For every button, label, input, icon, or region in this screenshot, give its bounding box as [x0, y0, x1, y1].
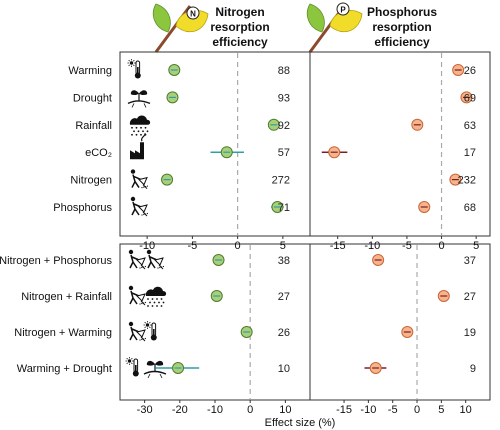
sample-count: 88: [278, 65, 290, 77]
row-label: eCO₂: [85, 147, 112, 159]
x-tick-label: 10: [279, 404, 291, 416]
fertilizer-spreader-icon: [128, 249, 146, 270]
sample-count: 26: [278, 327, 290, 339]
sample-count: 38: [278, 255, 290, 267]
twig-leaves-icon: [152, 3, 209, 53]
thermometer-sun-icon: [125, 357, 139, 377]
x-tick-label: -15: [330, 240, 346, 252]
row-label: Drought: [73, 92, 112, 104]
row-label: Nitrogen + Phosphorus: [0, 255, 112, 267]
sample-count: 27: [464, 291, 476, 303]
sample-count: 71: [278, 202, 290, 214]
x-tick-label: -10: [364, 240, 380, 252]
bottom-panel-frame: [119, 243, 491, 401]
sample-count: 27: [278, 291, 290, 303]
sample-count: 57: [278, 147, 290, 159]
sample-count: 19: [464, 327, 476, 339]
x-tick-label: -5: [187, 240, 197, 252]
plot-layer: -10 -5 0 5 Warming 88 Drought 93 Rainfall 92 eCO₂ 5…: [0, 53, 479, 416]
row-label: Warming + Drought: [17, 363, 112, 375]
row-label: Nitrogen + Warming: [14, 327, 112, 339]
x-tick-label: -10: [207, 404, 223, 416]
x-tick-label: 5: [280, 240, 286, 252]
sample-count: 9: [470, 363, 476, 375]
thermometer-sun-icon: [127, 59, 141, 79]
x-axis-label: Effect size (%): [265, 417, 336, 429]
x-tick-label: 0: [414, 404, 420, 416]
row-label: Phosphorus: [53, 202, 112, 214]
n-title-line-3: efficiency: [212, 35, 268, 49]
row-label: Nitrogen: [70, 175, 112, 187]
sample-count: 63: [464, 120, 476, 132]
row-label: Nitrogen + Rainfall: [21, 291, 112, 303]
fertilizer-spreader-icon: [146, 249, 164, 270]
sample-count: 92: [278, 120, 290, 132]
p-title-line-1: Phosphorus: [367, 5, 437, 19]
sample-count: 10: [278, 363, 290, 375]
x-tick-label: 0: [438, 240, 444, 252]
fertilizer-spreader-icon: [130, 169, 148, 189]
twig-leaves-icon: [306, 3, 363, 53]
sample-count: 17: [464, 147, 476, 159]
factory-icon: [130, 133, 146, 160]
dry-seedling-icon: [127, 90, 151, 108]
x-tick-label: 5: [473, 240, 479, 252]
sample-count: 93: [278, 92, 290, 104]
n-title-line-2: resorption: [210, 20, 269, 34]
x-tick-label: -20: [172, 404, 188, 416]
x-tick-label: 0: [247, 404, 253, 416]
sample-count: 69: [464, 92, 476, 104]
top-panel-frame: [119, 51, 491, 237]
x-tick-label: -10: [360, 404, 376, 416]
sample-count: 68: [464, 202, 476, 214]
sample-count: 232: [458, 175, 476, 187]
dry-seedling-icon: [143, 360, 167, 379]
p-header-illustration: P Phosphorus resorption efficiency: [306, 2, 437, 53]
p-title-line-2: resorption: [372, 20, 431, 34]
x-tick-label: -30: [137, 404, 153, 416]
thermometer-sun-icon: [143, 321, 157, 341]
x-tick-label: -5: [402, 240, 412, 252]
fertilizer-spreader-icon: [130, 196, 148, 217]
x-tick-label: 5: [438, 404, 444, 416]
x-tick-label: 10: [460, 404, 472, 416]
row-label: Warming: [68, 65, 112, 77]
n-title-line-1: Nitrogen: [215, 5, 264, 19]
p-title-line-3: efficiency: [374, 35, 430, 49]
row-label: Rainfall: [75, 120, 112, 132]
sample-count: 26: [464, 65, 476, 77]
sample-count: 37: [464, 255, 476, 267]
x-tick-label: 0: [235, 240, 241, 252]
rain-cloud-icon: [129, 115, 151, 136]
fertilizer-spreader-icon: [128, 321, 146, 342]
n-badge-label: N: [190, 10, 196, 19]
p-badge-label: P: [340, 6, 346, 15]
x-tick-label: -15: [336, 404, 352, 416]
rain-cloud-icon: [145, 286, 167, 307]
nitrogen-badge-icon: N: [186, 6, 200, 20]
x-tick-label: -10: [139, 240, 155, 252]
sample-count: 272: [272, 175, 290, 187]
n-header-illustration: N Nitrogen resorption efficiency: [152, 3, 270, 53]
x-tick-label: -5: [388, 404, 398, 416]
fertilizer-spreader-icon: [128, 285, 146, 306]
phosphorus-badge-icon: P: [336, 2, 350, 16]
